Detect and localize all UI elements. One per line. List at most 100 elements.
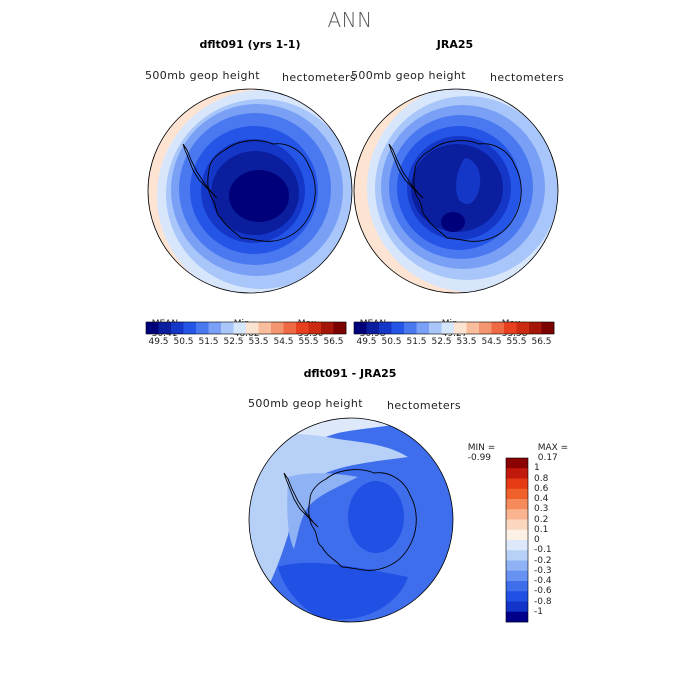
panel3-south-america-tip	[249, 471, 255, 490]
panel2-colorbar-swatch	[391, 322, 405, 334]
panel2-units: hectometers	[490, 71, 565, 84]
panel3-tick: 0.1	[534, 524, 549, 535]
panel2-tick: 54.5	[481, 337, 502, 347]
panel1-colorbar-swatch	[258, 322, 272, 334]
panel3-tick: 0.3	[534, 504, 549, 515]
panel1-colorbar-frame	[145, 321, 347, 335]
panel3-tick: 0.8	[534, 473, 549, 484]
panel3-tick: -0.3	[534, 565, 552, 576]
panel3-min-label: MIN =	[467, 443, 496, 453]
panel1-colorbar-swatch	[271, 322, 284, 334]
panel3-colorbar-swatch	[506, 581, 528, 592]
panel3-colorbar-frame	[505, 457, 529, 623]
panel1-antarctica-outline	[207, 140, 316, 242]
panel1-colorbar-ticks: 49.5 50.5 51.5 52.5 53.5 54.5 55.5 56.5	[146, 337, 346, 349]
panel1-colorbar-swatch	[308, 322, 322, 334]
panel1-tick: 53.5	[248, 337, 269, 347]
panel2-band-7b	[456, 158, 481, 205]
panel3-colorbar-swatch	[506, 499, 528, 510]
panel2-colorbar-ticks: 49.5 50.5 51.5 52.5 53.5 54.5 55.5 56.5	[354, 337, 554, 349]
panel2-tick: 52.5	[431, 337, 452, 347]
panel2-variable: 500mb geop height	[351, 69, 467, 82]
panel2-tick: 51.5	[406, 337, 427, 347]
panel3-units: hectometers	[387, 399, 462, 412]
panel3-title: dflt091 - JRA25	[303, 367, 397, 380]
panel2-tick: 56.5	[531, 337, 552, 347]
panel2-tick: 55.5	[506, 337, 527, 347]
panel2-tick: 49.5	[356, 337, 377, 347]
panel3-weak-negative-region	[249, 433, 408, 587]
panel2-colorbar-swatch	[454, 322, 467, 334]
panel3-colorbar-ticks: 1 0.8 0.6 0.4 0.3 0.2 0.1 0 -0.1 -0.2 -0…	[534, 458, 574, 622]
panel3-tick: -0.1	[534, 545, 552, 556]
figure-title: ANN	[327, 8, 373, 32]
panel1-colorbar-swatch	[246, 322, 259, 334]
panel1-peninsula-outline	[182, 143, 218, 199]
panel1-tick: 52.5	[223, 337, 244, 347]
panel2-colorbar-swatch	[466, 322, 480, 334]
panel3-colorbar-swatch	[506, 468, 528, 479]
panel2-colorbar	[353, 321, 555, 335]
panel1-colorbar-swatch	[321, 322, 334, 334]
panel1-colorbar-swatch	[196, 322, 209, 334]
panel3-tick: 0	[534, 535, 540, 545]
panel3-colorbar-swatch	[506, 611, 528, 623]
panel1-colorbar-swatch	[221, 322, 234, 334]
panel3-max-value: 0.17	[537, 453, 558, 463]
panel1-tick: 54.5	[273, 337, 294, 347]
panel2-colorbar-swatch	[379, 322, 392, 334]
panel2-antarctica-outline	[413, 140, 522, 242]
panel3-antarctica-outline	[308, 469, 417, 571]
panel3-colorbar-swatch	[506, 509, 528, 520]
panel2-peninsula-outline	[388, 143, 424, 199]
panel2-title: JRA25	[436, 38, 474, 51]
panel1-tick: 50.5	[173, 337, 194, 347]
panel1-band-8	[229, 170, 289, 222]
panel3-colorbar-swatch	[506, 458, 528, 469]
panel3-variable: 500mb geop height	[248, 397, 364, 410]
panel1-title: dflt091 (yrs 1-1)	[199, 38, 301, 51]
panel1-polar-map	[147, 88, 353, 294]
panel3-tick: -0.2	[534, 555, 552, 566]
panel1-tick: 56.5	[323, 337, 344, 347]
panel3-peninsula-outline	[283, 472, 319, 528]
panel3-colorbar-swatch	[506, 478, 528, 490]
panel3-colorbar-swatch	[506, 529, 528, 541]
panel1-colorbar-swatch	[158, 322, 172, 334]
panel3-tick: -0.8	[534, 596, 552, 607]
panel3-tick: 0.6	[534, 483, 549, 494]
panel3-tick: -1	[534, 606, 543, 617]
panel3-minimum-core	[348, 481, 404, 553]
panel2-colorbar-swatch	[504, 322, 517, 334]
panel2-colorbar-swatch	[479, 322, 492, 334]
panel1-colorbar-swatch	[333, 322, 347, 334]
panel1-tick: 55.5	[298, 337, 319, 347]
panel2-colorbar-swatch	[429, 322, 442, 334]
panel3-tick: 0.4	[534, 494, 549, 504]
panel1-south-america-tip	[148, 142, 154, 161]
panel1-colorbar-swatch	[183, 322, 197, 334]
panel3-colorbar	[505, 457, 529, 623]
panel3-min-value: -0.99	[467, 453, 492, 463]
panel2-colorbar-swatch	[541, 322, 555, 334]
panel2-tick: 50.5	[381, 337, 402, 347]
panel3-colorbar-swatch	[506, 570, 528, 582]
panel2-south-america-tip	[354, 142, 360, 161]
panel2-colorbar-swatch	[441, 322, 455, 334]
panel1-tick: 51.5	[198, 337, 219, 347]
panel2-tick: 53.5	[456, 337, 477, 347]
panel1-colorbar-swatch	[171, 322, 184, 334]
panel3-polar-map	[248, 417, 454, 623]
panel2-colorbar-swatch	[404, 322, 417, 334]
panel3-colorbar-swatch	[506, 488, 528, 500]
panel1-colorbar-swatch	[283, 322, 297, 334]
panel2-colorbar-swatch	[354, 322, 367, 334]
panel3-colorbar-swatch	[506, 519, 528, 531]
panel3-colorbar-swatch	[506, 550, 528, 561]
panel3-colorbar-swatch	[506, 540, 528, 551]
panel3-max-label: MAX =	[537, 443, 569, 453]
panel3-tick: 1	[534, 463, 540, 474]
panel3-tick: -0.4	[534, 576, 552, 586]
panel1-colorbar-swatch	[296, 322, 309, 334]
panel2-colorbar-swatch	[491, 322, 505, 334]
